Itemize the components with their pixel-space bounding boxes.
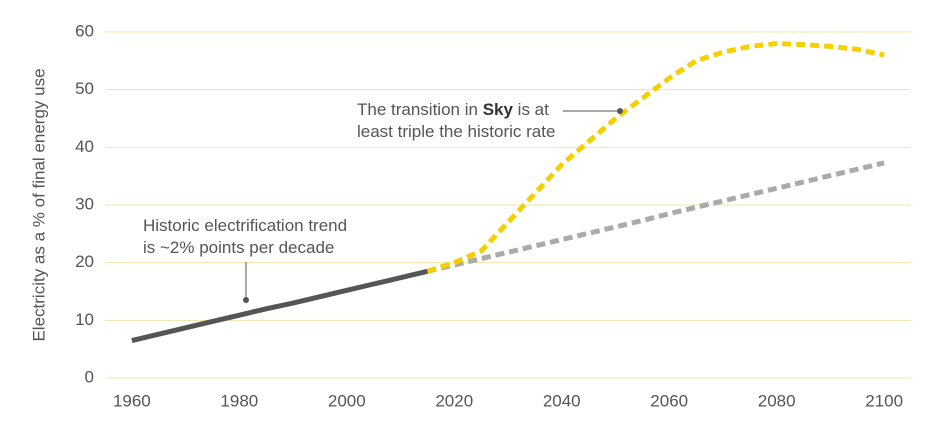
annotation-dot	[617, 108, 623, 114]
annotation-text: The transition in Sky is at	[357, 100, 549, 119]
annotation-part: The transition in	[357, 100, 483, 119]
x-tick-label: 2020	[435, 391, 473, 410]
y-axis-label: Electricity as a % of final energy use	[29, 68, 48, 341]
y-tick-label: 20	[75, 252, 94, 271]
annotation-dot	[243, 297, 249, 303]
y-tick-label: 60	[75, 21, 94, 40]
y-tick-label: 40	[75, 137, 94, 156]
annotation-part: least triple the historic rate	[357, 122, 555, 141]
x-tick-label: 2000	[328, 391, 366, 410]
annotation-text: Historic electrification trend	[143, 216, 347, 235]
y-tick-label: 30	[75, 194, 94, 213]
y-tick-label: 50	[75, 79, 94, 98]
x-tick-label: 1980	[220, 391, 258, 410]
annotation-text: least triple the historic rate	[357, 122, 555, 141]
annotation-part: is at	[513, 100, 549, 119]
series-line	[426, 160, 885, 274]
x-tick-label: 2100	[865, 391, 903, 410]
x-tick-label: 2040	[543, 391, 581, 410]
x-tick-label: 2060	[650, 391, 688, 410]
series-line	[131, 268, 428, 343]
annotation-part: Historic electrification trend	[143, 216, 347, 235]
annotation-part: Sky	[483, 100, 514, 119]
annotation-part: is ~2% points per decade	[143, 238, 334, 257]
annotation-text: is ~2% points per decade	[143, 238, 334, 257]
series-line	[426, 41, 885, 274]
y-tick-label: 10	[75, 310, 94, 329]
y-tick-label: 0	[85, 367, 94, 386]
x-tick-label: 2080	[758, 391, 796, 410]
x-tick-label: 1960	[113, 391, 151, 410]
